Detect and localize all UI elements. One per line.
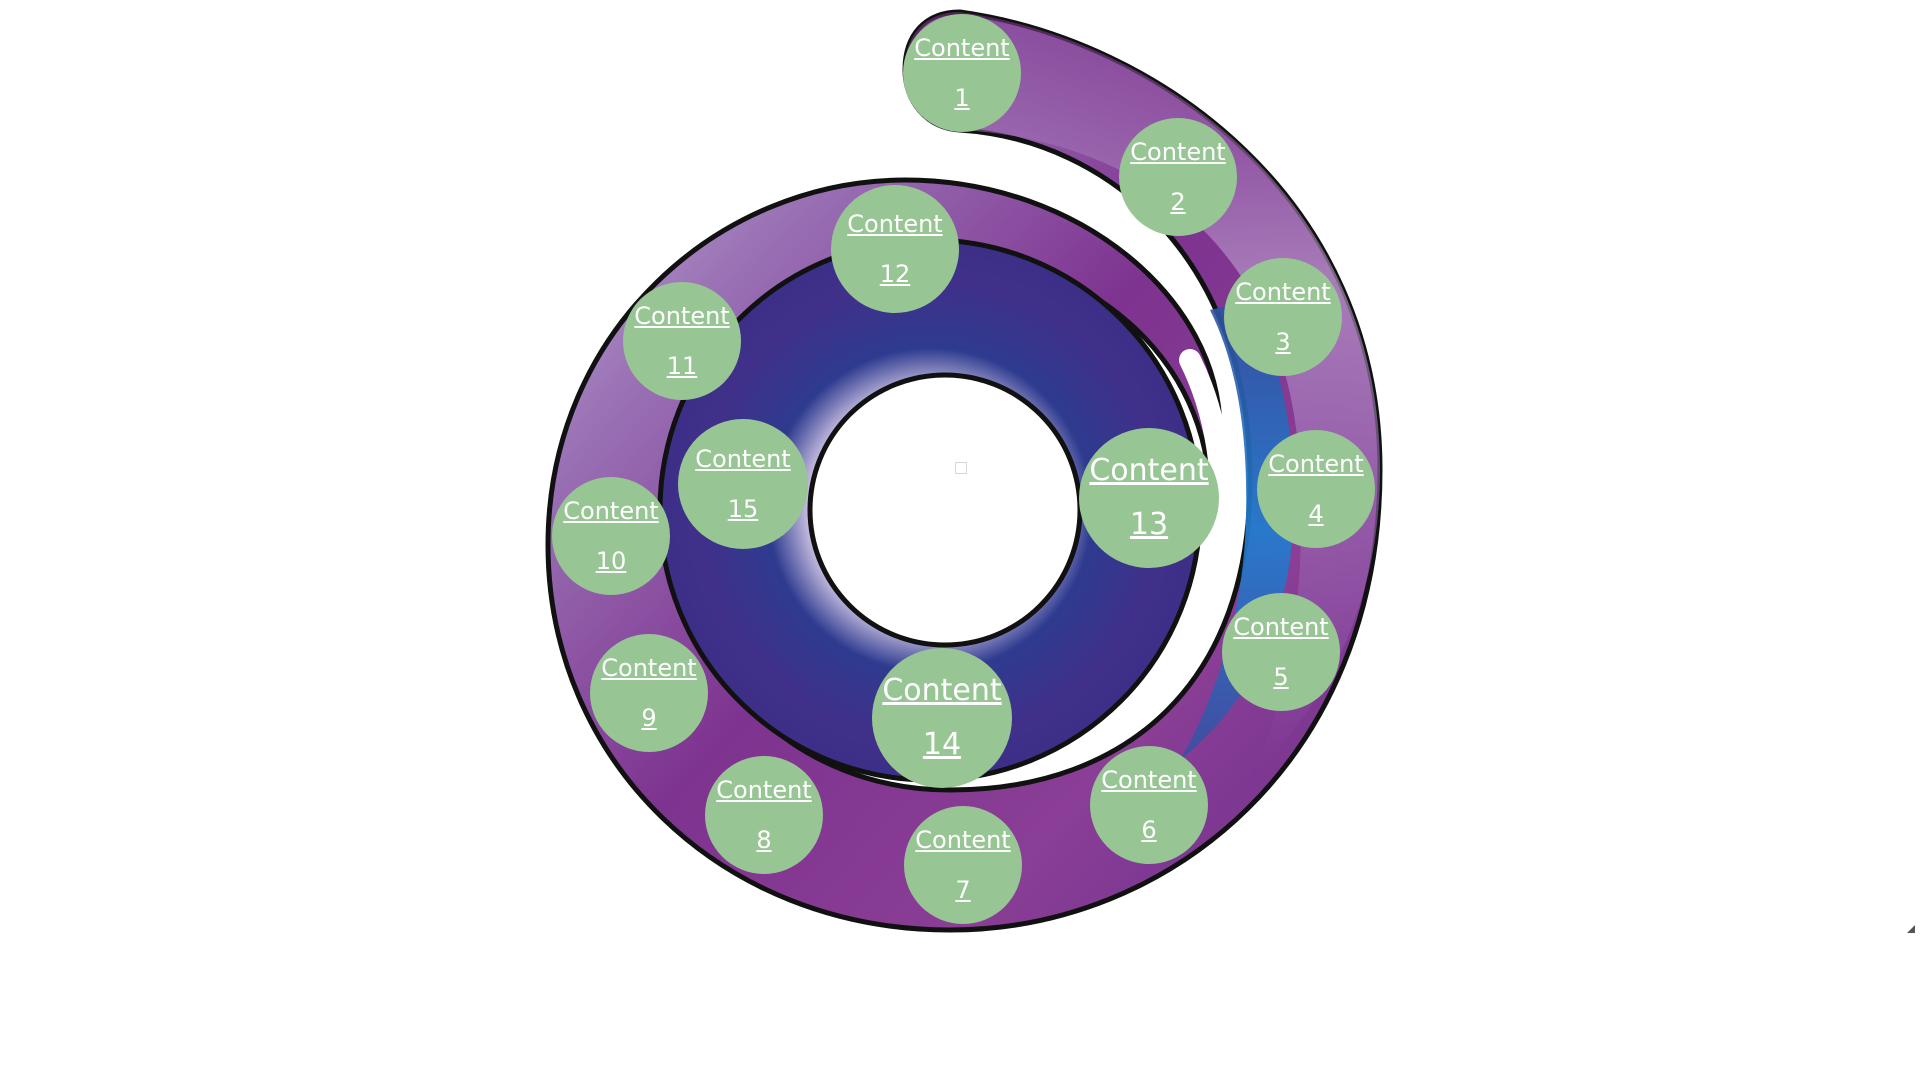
content-link-13[interactable]: Content 13 [1089, 453, 1209, 542]
content-link-1[interactable]: Content 1 [914, 34, 1010, 112]
content-link-5[interactable]: Content 5 [1233, 613, 1329, 691]
content-link-11[interactable]: Content 11 [634, 302, 730, 380]
content-node-14[interactable]: Content 14 [872, 648, 1012, 788]
center-hole [807, 372, 1083, 648]
ring-gap [1179, 349, 1233, 611]
content-link-4[interactable]: Content 4 [1268, 450, 1364, 528]
content-node-1[interactable]: Content 1 [903, 14, 1021, 132]
content-link-15[interactable]: Content 15 [695, 445, 791, 523]
content-node-10[interactable]: Content 10 [552, 477, 670, 595]
content-node-15[interactable]: Content 15 [678, 419, 808, 549]
content-node-3[interactable]: Content 3 [1224, 258, 1342, 376]
content-link-10[interactable]: Content 10 [563, 497, 659, 575]
content-link-7[interactable]: Content 7 [915, 826, 1011, 904]
content-node-4[interactable]: Content 4 [1257, 430, 1375, 548]
content-link-2[interactable]: Content 2 [1130, 138, 1226, 216]
content-node-2[interactable]: Content 2 [1119, 118, 1237, 236]
content-node-13[interactable]: Content 13 [1079, 428, 1219, 568]
content-link-14[interactable]: Content 14 [882, 673, 1002, 762]
content-node-6[interactable]: Content 6 [1090, 746, 1208, 864]
content-node-5[interactable]: Content 5 [1222, 593, 1340, 711]
resize-grip-icon[interactable] [1907, 925, 1915, 933]
content-node-12[interactable]: Content 12 [831, 185, 959, 313]
center-marker [955, 462, 967, 474]
content-node-9[interactable]: Content 9 [590, 634, 708, 752]
content-node-8[interactable]: Content 8 [705, 756, 823, 874]
content-link-3[interactable]: Content 3 [1235, 278, 1331, 356]
outer-tail-highlight [905, 12, 1380, 780]
content-link-12[interactable]: Content 12 [847, 210, 943, 288]
content-node-11[interactable]: Content 11 [623, 282, 741, 400]
content-link-6[interactable]: Content 6 [1101, 766, 1197, 844]
content-node-7[interactable]: Content 7 [904, 806, 1022, 924]
content-link-9[interactable]: Content 9 [601, 654, 697, 732]
content-link-8[interactable]: Content 8 [716, 776, 812, 854]
